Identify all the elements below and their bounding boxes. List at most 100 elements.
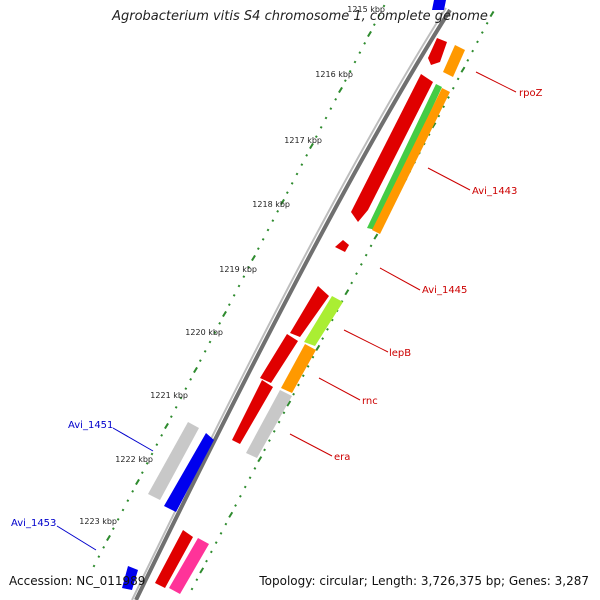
ruler-tick bbox=[367, 30, 372, 38]
ruler-tick bbox=[218, 321, 222, 325]
gene-block bbox=[155, 530, 193, 588]
ruler-tick bbox=[184, 387, 188, 391]
track-tick bbox=[257, 456, 263, 463]
track-tick bbox=[228, 511, 234, 518]
gene-block bbox=[304, 296, 343, 346]
ruler-tick bbox=[213, 331, 217, 335]
track-tick bbox=[195, 578, 199, 582]
summary-text: Topology: circular; Length: 3,726,375 bp… bbox=[259, 574, 589, 588]
gene-block bbox=[246, 390, 292, 458]
ruler-tick bbox=[247, 265, 251, 269]
ruler-tick bbox=[189, 377, 193, 381]
accession-text: Accession: NC_011989 bbox=[9, 574, 146, 588]
track-tick bbox=[373, 233, 379, 240]
ruler-tick bbox=[203, 349, 207, 353]
gene-block bbox=[428, 38, 447, 65]
gene-block bbox=[367, 84, 442, 230]
gene-label-era[interactable]: era bbox=[334, 452, 350, 463]
ruler-tick bbox=[266, 228, 270, 232]
gene-label-avi-1453[interactable]: Avi_1453 bbox=[11, 518, 56, 529]
ruler-tick bbox=[334, 97, 338, 101]
track-tick bbox=[369, 244, 373, 248]
gene-block bbox=[164, 433, 214, 512]
ruler-label: 1223 kbp bbox=[79, 517, 117, 526]
ruler-label: 1217 kbp bbox=[284, 136, 322, 145]
ruler-tick bbox=[102, 545, 106, 549]
track-tick bbox=[451, 86, 455, 90]
ruler-tick bbox=[324, 116, 328, 120]
track-tick bbox=[301, 374, 305, 378]
ruler-tick bbox=[193, 366, 198, 374]
ruler-tick bbox=[237, 284, 241, 288]
ruler-tick bbox=[261, 237, 265, 241]
plus-strand-track bbox=[190, 10, 495, 591]
ruler-tick bbox=[106, 534, 111, 542]
track-tick bbox=[355, 272, 358, 276]
label-leaders bbox=[56, 71, 517, 551]
ruler-tick bbox=[155, 443, 159, 447]
track-tick bbox=[350, 281, 354, 285]
ruler-tick bbox=[160, 433, 164, 437]
ruler-tick bbox=[285, 191, 289, 195]
ruler-tick bbox=[145, 461, 149, 465]
track-tick bbox=[268, 439, 271, 442]
track-tick bbox=[219, 531, 223, 535]
track-tick bbox=[344, 289, 350, 296]
gene-block bbox=[432, 0, 446, 10]
track-tick bbox=[315, 344, 321, 351]
genes-plus-strand bbox=[155, 38, 465, 594]
gene-label-avi-1451[interactable]: Avi_1451 bbox=[68, 420, 113, 431]
gene-block bbox=[260, 334, 298, 383]
track-tick bbox=[359, 263, 363, 266]
gene-label-rnc[interactable]: rnc bbox=[362, 396, 378, 407]
ruler-tick bbox=[343, 79, 347, 83]
ruler-tick bbox=[164, 422, 169, 430]
ruler-tick bbox=[363, 41, 367, 45]
ruler-label: 1219 kbp bbox=[219, 265, 257, 274]
ruler-tick bbox=[290, 181, 294, 185]
track-tick bbox=[476, 40, 479, 44]
gene-label-avi-1443[interactable]: Avi_1443 bbox=[472, 186, 517, 197]
gene-label-rpoZ[interactable]: rpoZ bbox=[519, 88, 543, 99]
ruler-labels: 1215 kbp 1216 kbp 1217 kbp 1218 kbp 1219 kbp… bbox=[79, 5, 385, 526]
gene-block bbox=[372, 88, 450, 234]
track-tick bbox=[286, 400, 292, 407]
ruler-tick bbox=[174, 405, 178, 409]
ruler-tick bbox=[242, 275, 246, 279]
ruler-tick bbox=[227, 303, 231, 307]
ruler-tick bbox=[271, 219, 275, 223]
track-tick bbox=[489, 10, 495, 18]
ruler-tick bbox=[169, 415, 173, 419]
gene-block bbox=[351, 74, 433, 222]
ruler-tick bbox=[314, 135, 318, 139]
gene-label-avi-1445[interactable]: Avi_1445 bbox=[422, 285, 467, 296]
gene-block bbox=[335, 240, 349, 252]
ruler-tick bbox=[150, 452, 154, 456]
track-tick bbox=[199, 567, 205, 574]
ruler-label: 1221 kbp bbox=[150, 391, 188, 400]
gene-block bbox=[122, 566, 138, 590]
gene-block bbox=[148, 422, 199, 500]
ruler-tick bbox=[232, 293, 236, 297]
gene-block bbox=[169, 538, 209, 594]
track-tick bbox=[485, 21, 489, 25]
ruler-tick bbox=[126, 499, 130, 503]
track-tick bbox=[297, 383, 300, 387]
ruler-tick bbox=[309, 142, 314, 150]
gene-label-lepB[interactable]: lepB bbox=[389, 348, 411, 359]
track-tick bbox=[292, 392, 295, 396]
ruler-tick bbox=[338, 86, 343, 94]
track-tick bbox=[272, 429, 276, 433]
track-tick bbox=[234, 504, 237, 507]
track-tick bbox=[209, 550, 213, 554]
track-tick bbox=[205, 559, 208, 563]
ruler-tick bbox=[140, 471, 144, 475]
ruler-tick bbox=[358, 51, 362, 55]
ruler-label: 1222 kbp bbox=[115, 455, 153, 464]
gene-block bbox=[443, 45, 465, 77]
track-tick bbox=[364, 253, 368, 257]
ruler-tick bbox=[135, 478, 140, 486]
track-tick bbox=[263, 448, 266, 452]
track-tick bbox=[253, 467, 257, 470]
